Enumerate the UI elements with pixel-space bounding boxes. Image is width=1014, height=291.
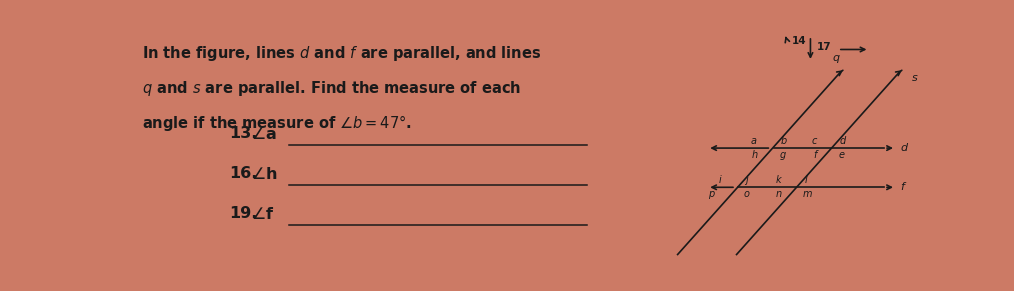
Text: 17: 17 — [816, 42, 831, 52]
Text: d: d — [840, 136, 846, 146]
Text: $f$: $f$ — [899, 180, 908, 192]
Text: c: c — [811, 136, 817, 146]
Text: e: e — [839, 150, 845, 160]
Text: k: k — [776, 175, 782, 185]
Text: n: n — [776, 189, 782, 199]
Text: $q$: $q$ — [831, 53, 841, 65]
Text: 19.: 19. — [229, 206, 258, 221]
Text: $d$: $d$ — [899, 141, 909, 153]
Text: 13.: 13. — [229, 126, 258, 141]
Text: angle if the measure of $\angle b = 47°$.: angle if the measure of $\angle b = 47°$… — [142, 113, 413, 133]
Text: f: f — [813, 150, 817, 160]
Text: o: o — [744, 189, 750, 199]
Text: l: l — [804, 175, 807, 185]
Text: b: b — [781, 136, 787, 146]
Text: 16.: 16. — [229, 166, 258, 181]
Text: i: i — [719, 175, 721, 185]
Text: m: m — [803, 189, 812, 199]
Text: $\angle$a: $\angle$a — [250, 126, 277, 142]
Text: $s$: $s$ — [911, 73, 918, 83]
Text: $q$ and $s$ are parallel. Find the measure of each: $q$ and $s$ are parallel. Find the measu… — [142, 79, 521, 97]
Text: In the figure, lines $d$ and $f$ are parallel, and lines: In the figure, lines $d$ and $f$ are par… — [142, 44, 541, 63]
Text: p: p — [708, 189, 714, 199]
Text: h: h — [752, 150, 758, 160]
Text: $\angle$f: $\angle$f — [250, 206, 275, 222]
Text: $\angle$h: $\angle$h — [250, 166, 278, 182]
Text: g: g — [780, 150, 786, 160]
Text: j: j — [745, 175, 748, 185]
Text: a: a — [750, 136, 756, 146]
Text: 14: 14 — [792, 36, 806, 46]
